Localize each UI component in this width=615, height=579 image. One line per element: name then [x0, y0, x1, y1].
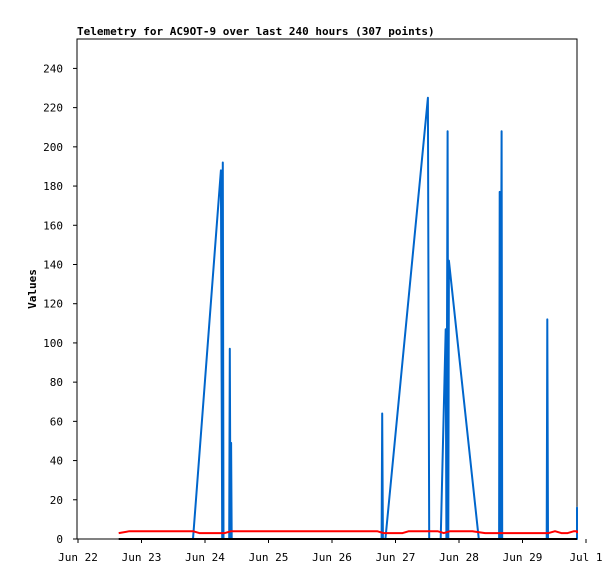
- y-axis-label: Values: [26, 269, 39, 309]
- x-tick-label: Jun 28: [439, 551, 479, 564]
- y-tick-label: 60: [50, 415, 63, 428]
- series-layer: [118, 96, 578, 540]
- x-tick-label: Jun 26: [312, 551, 352, 564]
- x-tick-label: Jul 1: [569, 551, 602, 564]
- y-tick-label: 160: [43, 219, 63, 232]
- x-axis-ticks: Jun 22 Jun 23 Jun 24 Jun 25 Jun 26 Jun 27 Jun …: [58, 539, 603, 564]
- y-tick-label: 140: [43, 258, 63, 271]
- chart-title: Telemetry for AC9OT-9 over last 240 hour…: [77, 25, 435, 38]
- y-tick-label: 20: [50, 494, 63, 507]
- y-tick-label: 120: [43, 298, 63, 311]
- y-tick-label: 100: [43, 337, 63, 350]
- x-tick-label: Jun 23: [122, 551, 162, 564]
- x-tick-label: Jun 25: [249, 551, 289, 564]
- x-tick-label: Jun 24: [185, 551, 225, 564]
- y-axis-ticks: 0 20 40 60 80 100 120 140 160 180 200 220 240: [43, 62, 77, 546]
- x-tick-label: Jun 29: [503, 551, 543, 564]
- y-tick-label: 180: [43, 180, 63, 193]
- y-tick-label: 240: [43, 62, 63, 75]
- y-tick-label: 80: [50, 376, 63, 389]
- y-tick-label: 200: [43, 141, 63, 154]
- series-line-0: [121, 96, 578, 540]
- x-tick-label: Jun 22: [58, 551, 98, 564]
- y-tick-label: 40: [50, 455, 63, 468]
- y-tick-label: 0: [56, 533, 63, 546]
- series-line-1: [118, 530, 578, 535]
- x-tick-label: Jun 27: [376, 551, 416, 564]
- y-tick-label: 220: [43, 102, 63, 115]
